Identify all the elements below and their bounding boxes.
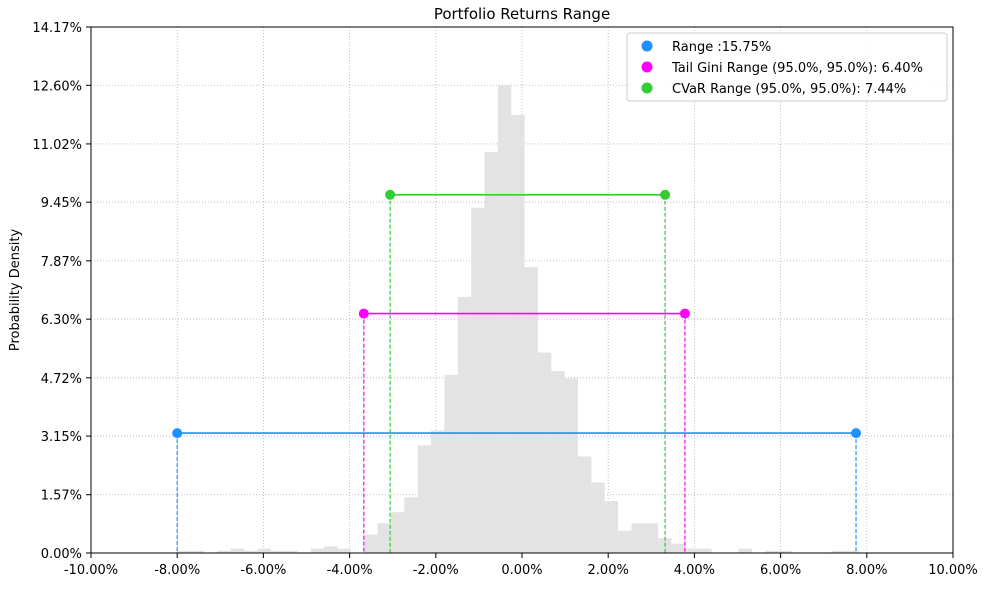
series-point <box>679 308 690 319</box>
histogram-bar <box>324 546 338 553</box>
histogram-bar <box>377 523 391 553</box>
histogram-bar <box>310 548 325 553</box>
y-tick-label: 3.15% <box>41 430 82 445</box>
x-tick-label: -6.00% <box>240 563 286 578</box>
histogram-bar <box>564 378 579 553</box>
legend-label: CVaR Range (95.0%, 95.0%): 7.44% <box>672 82 906 97</box>
histogram-bar <box>457 296 472 553</box>
histogram-bar <box>431 430 445 553</box>
histogram-bar <box>551 371 565 553</box>
y-tick-label: 1.57% <box>41 489 82 504</box>
x-tick-label: -2.00% <box>413 563 459 578</box>
histogram-bar <box>591 482 605 553</box>
histogram-bar <box>765 550 779 553</box>
y-tick-label: 9.45% <box>41 196 82 211</box>
x-tick-label: 4.00% <box>674 563 715 578</box>
histogram-bar <box>270 550 285 553</box>
histogram-bar <box>578 456 592 553</box>
histogram-bar <box>417 445 432 553</box>
histogram-bar <box>284 550 298 553</box>
series-point <box>358 308 369 319</box>
histogram-bar <box>230 548 245 553</box>
legend-marker <box>641 40 653 52</box>
histogram-bar <box>604 501 619 553</box>
histogram-bar <box>644 523 659 553</box>
histogram-bar <box>778 550 792 553</box>
axes-layer: -10.00% -8.00% -6.00% -4.00% -2.00% 0.00% 2.00… <box>32 21 977 578</box>
histogram-bar <box>484 152 498 553</box>
histogram-bar <box>364 534 378 553</box>
histogram-bar <box>497 85 512 553</box>
histogram-bar <box>177 550 191 553</box>
legend-box <box>626 32 948 102</box>
x-tick-label: -10.00% <box>64 563 118 578</box>
y-axis-label: Probability Density <box>8 229 23 352</box>
histogram-bar <box>217 550 231 553</box>
x-tick-label: -4.00% <box>327 563 373 578</box>
series-point <box>851 428 862 439</box>
x-tick-label: 6.00% <box>760 563 801 578</box>
series-point <box>172 428 183 439</box>
histogram-bar <box>190 550 204 553</box>
y-tick-label: 0.00% <box>41 547 82 562</box>
y-tick-label: 7.87% <box>41 255 82 270</box>
x-tick-label: 10.00% <box>928 563 978 578</box>
histogram-bar <box>511 114 525 553</box>
histogram-bar <box>524 267 538 553</box>
histogram-bar <box>404 497 418 553</box>
y-tick-label: 11.02% <box>32 138 82 153</box>
y-tick-label: 14.17% <box>32 21 82 36</box>
histogram-bar <box>671 543 685 553</box>
histogram-bar <box>738 548 752 553</box>
histogram-bar <box>631 523 645 553</box>
chart-title: Portfolio Returns Range <box>434 5 610 23</box>
legend: Range :15.75% Tail Gini Range (95.0%, 95.… <box>626 32 948 102</box>
histogram-bar <box>337 548 351 553</box>
histogram-bar <box>244 550 258 553</box>
legend-label: Range :15.75% <box>672 40 771 55</box>
x-tick-label: 2.00% <box>588 563 629 578</box>
histogram-bar <box>831 550 846 553</box>
histogram-bar <box>390 512 405 553</box>
histogram-bar <box>684 548 699 553</box>
legend-marker <box>641 82 653 94</box>
y-tick-label: 4.72% <box>41 372 82 387</box>
histogram-bar <box>845 550 859 553</box>
legend-label: Tail Gini Range (95.0%, 95.0%): 6.40% <box>671 61 923 76</box>
series-point <box>660 189 671 200</box>
legend-marker <box>641 61 653 73</box>
x-tick-label: -8.00% <box>154 563 200 578</box>
histogram-bar <box>444 374 458 553</box>
series-layer <box>172 189 862 553</box>
series-point <box>385 189 396 200</box>
histogram-bar <box>698 548 712 553</box>
y-tick-label: 6.30% <box>41 313 82 328</box>
histogram-layer <box>177 85 859 553</box>
x-tick-label: 8.00% <box>846 563 887 578</box>
histogram-bar <box>618 530 632 553</box>
histogram-bar <box>471 207 485 553</box>
x-tick-label: 0.00% <box>501 563 542 578</box>
histogram-bar <box>257 548 271 553</box>
histogram-bar <box>537 352 552 553</box>
y-tick-label: 12.60% <box>32 79 82 94</box>
